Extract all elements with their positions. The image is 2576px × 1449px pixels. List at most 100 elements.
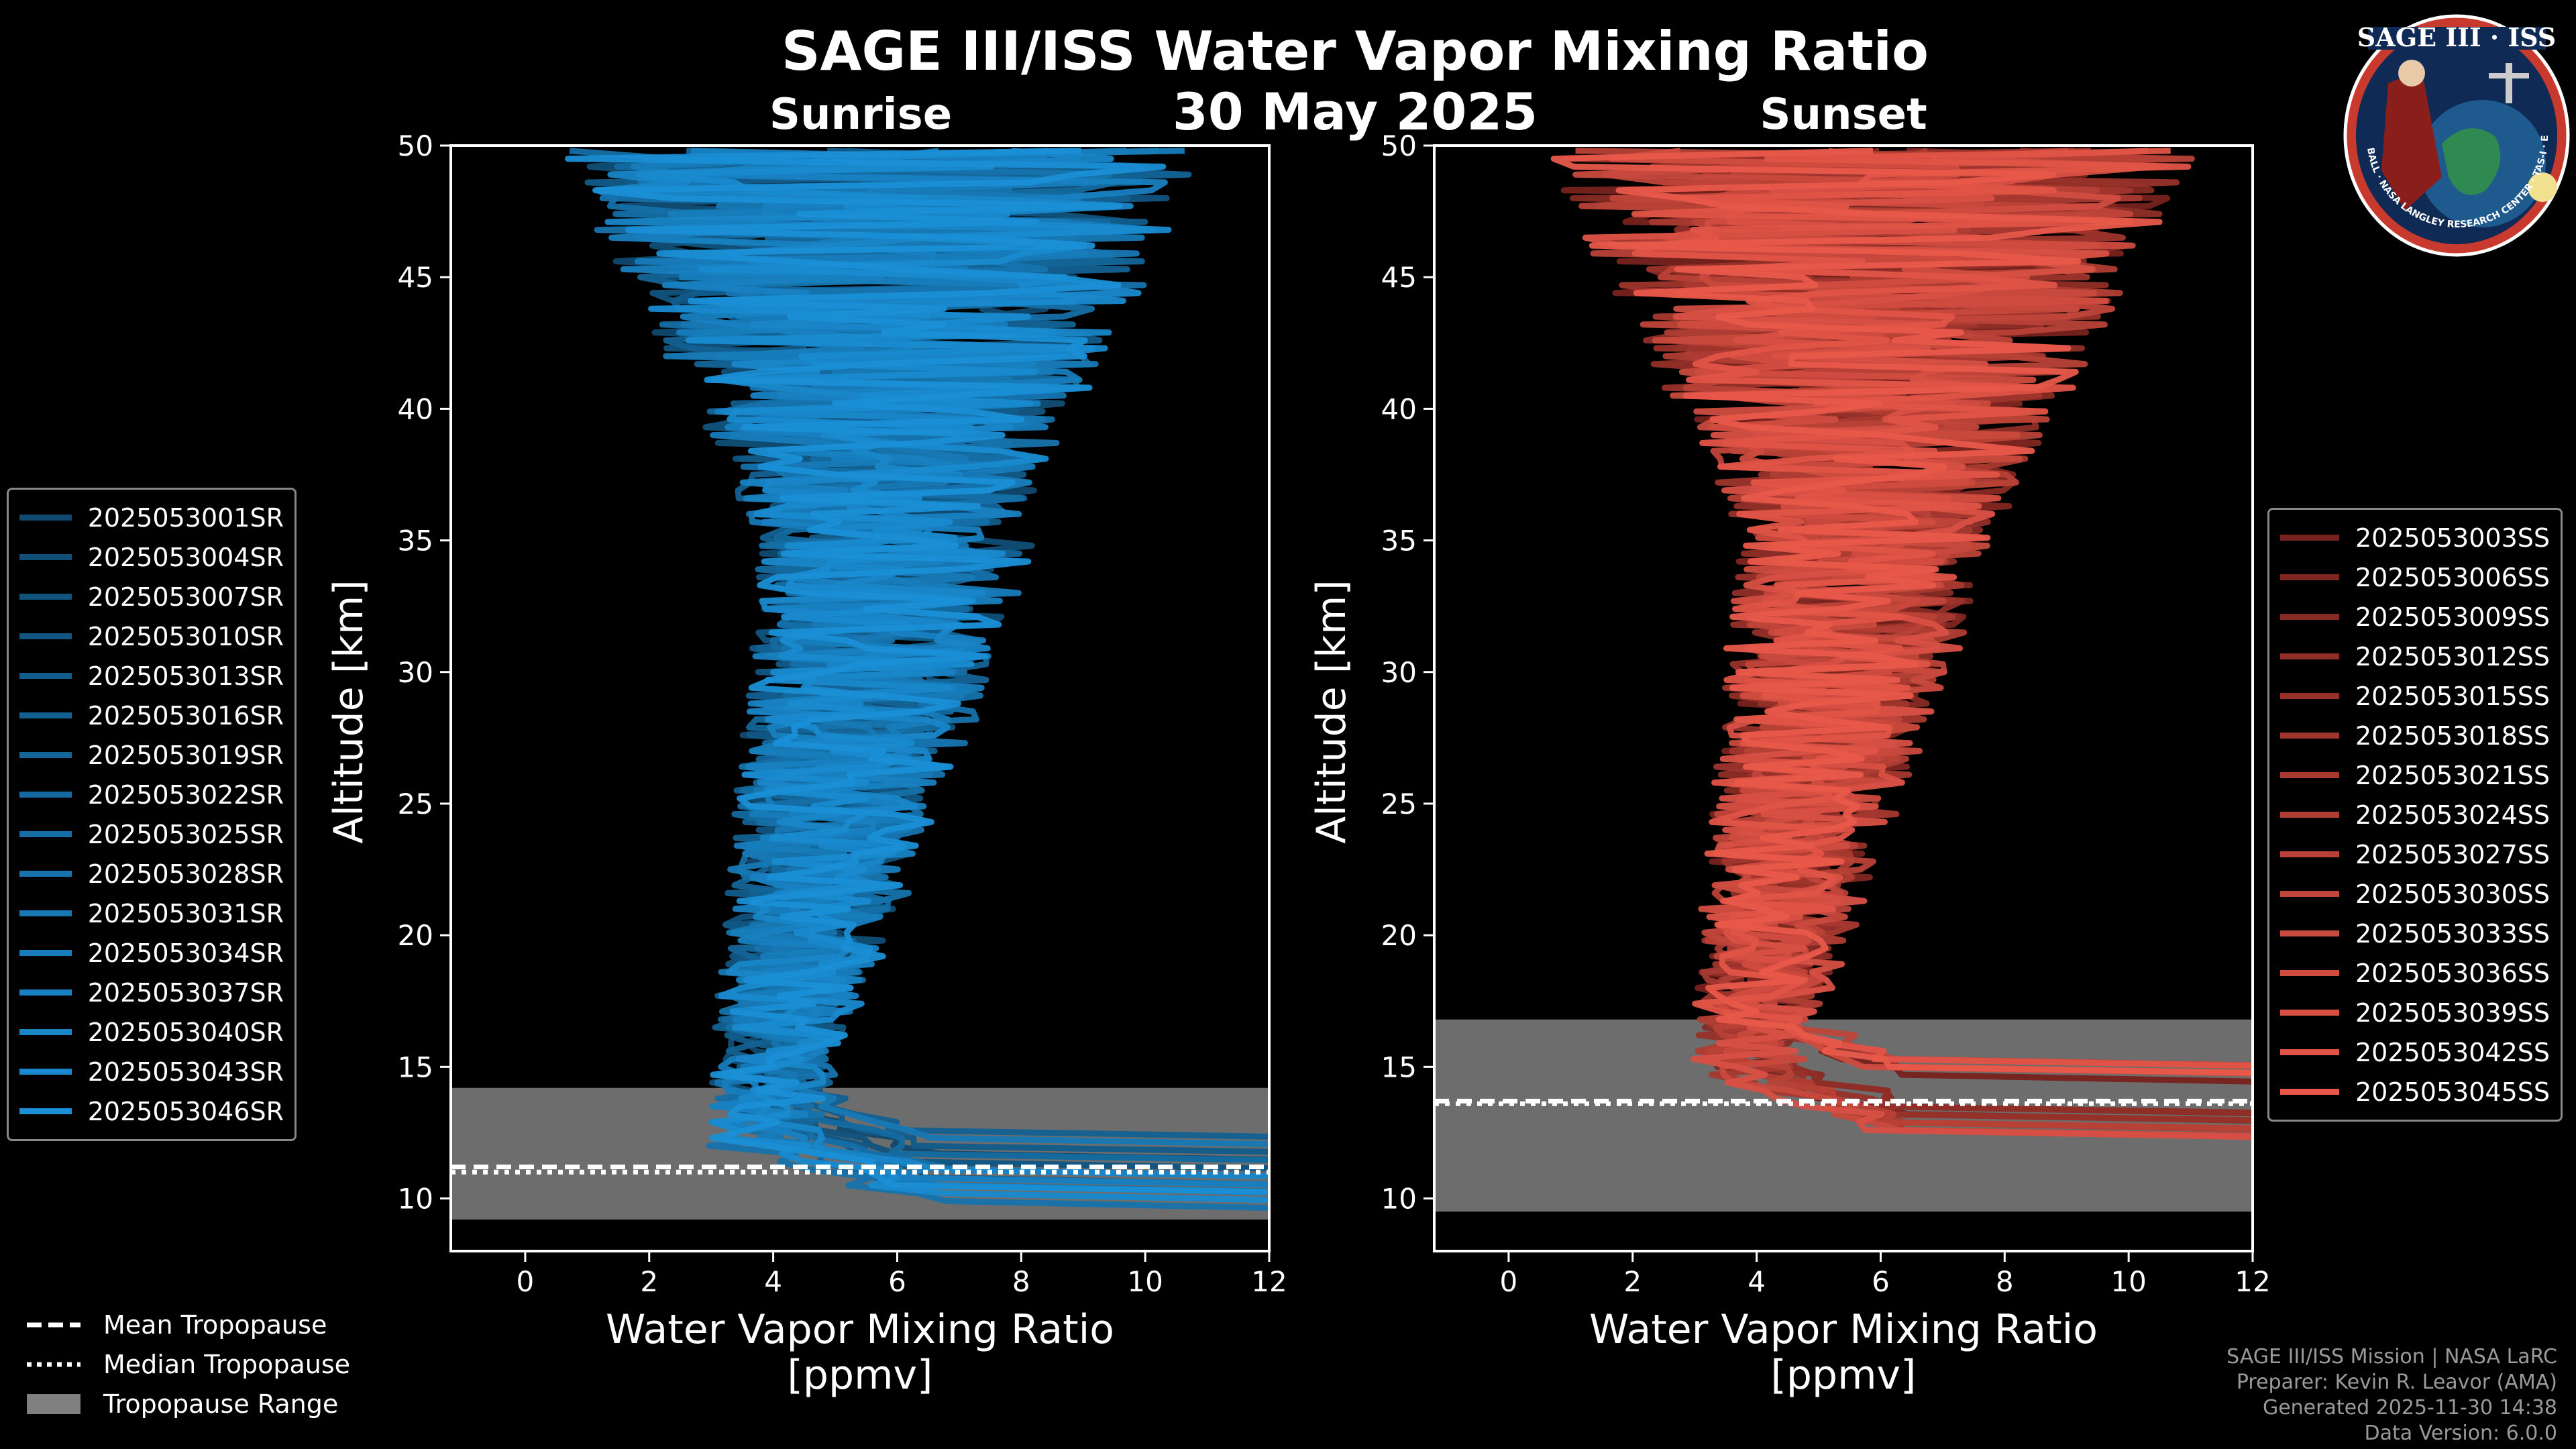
legend-swatch [19,673,72,679]
sunrise-xaxis-unit: [ppmv] [788,1352,933,1399]
legend-swatch [19,1108,72,1114]
legend-label: 2025053030SS [2355,879,2550,909]
sunset-xtick-label-10: 10 [2110,1265,2146,1298]
range-swatch [27,1393,80,1414]
sunset-xaxis-label: Water Vapor Mixing Ratio [1589,1306,2098,1353]
sunrise-ytick-label-40: 40 [398,392,433,425]
credits: SAGE III/ISS Mission | NASA LaRC Prepare… [2226,1344,2557,1446]
legend-swatch [19,792,72,798]
legend-swatch [19,515,72,521]
sunset-xtick-label-12: 12 [2235,1265,2270,1298]
legend-swatch [19,910,72,916]
legend-label: 2025053034SR [87,938,284,968]
date-title: 30 May 2025 [1172,82,1538,142]
sunrise-ytick-label-15: 15 [398,1051,433,1083]
legend-swatch [19,871,72,877]
sunset-plot: 0 2 4 6 8 10 12 10 15 20 25 30 35 40 45 50 Water Vapor M… [1308,129,2271,1399]
sunset-ytick-label-10: 10 [1381,1183,1417,1216]
legend-item-2025053039SS: 2025053039SS [2280,993,2550,1032]
median-tropopause-legend-item: Median Tropopause [27,1344,350,1384]
legend-swatch [19,594,72,600]
sunrise-ytick-label-30: 30 [398,656,433,689]
sunrise-panel-title: Sunrise [769,90,953,140]
legend-label: 2025053033SS [2355,918,2550,949]
legend-item-2025053006SS: 2025053006SS [2280,557,2550,597]
tropopause-range-legend-item: Tropopause Range [27,1384,350,1424]
sunrise-xtick-label-2: 2 [640,1265,658,1298]
legend-item-2025053016SR: 2025053016SR [19,696,284,735]
legend-label: 2025053019SR [87,740,284,770]
median-tropopause-label: Median Tropopause [103,1349,350,1379]
main-title: SAGE III/ISS Water Vapor Mixing Ratio [781,20,1929,83]
legend-swatch [2280,1089,2339,1095]
sunset-plot-frame [1433,144,2254,1252]
legend-label: 2025053007SR [87,582,284,612]
credit-version: Data Version: 6.0.0 [2364,1421,2557,1445]
legend-item-2025053007SR: 2025053007SR [19,577,284,616]
legend-swatch [2280,614,2339,620]
legend-label: 2025053027SS [2355,839,2550,869]
legend-swatch [2280,970,2339,976]
sunset-xtick-label-0: 0 [1500,1265,1518,1298]
legend-swatch [19,1029,72,1035]
legend-item-2025053018SS: 2025053018SS [2280,716,2550,755]
legend-swatch [2280,930,2339,936]
credit-generated: Generated 2025-11-30 14:38 [2262,1396,2557,1419]
legend-item-2025053012SS: 2025053012SS [2280,637,2550,676]
legend-item-2025053022SR: 2025053022SR [19,775,284,814]
legend-swatch [2280,1010,2339,1016]
legend-label: 2025053013SR [87,661,284,691]
sunset-xaxis-unit: [ppmv] [1771,1352,1917,1399]
legend-item-2025053024SS: 2025053024SS [2280,795,2550,835]
legend-swatch [2280,812,2339,818]
legend-swatch [19,752,72,758]
sunrise-profiles [565,148,1269,1212]
legend-label: 2025053036SS [2355,958,2550,988]
legend-label: 2025053010SR [87,621,284,651]
sunrise-xtick-label-12: 12 [1251,1265,1287,1298]
legend-label: 2025053042SS [2355,1037,2550,1067]
sunrise-yaxis-label: Altitude [km] [325,580,372,844]
legend-item-2025053033SS: 2025053033SS [2280,914,2550,953]
sunset-legend: 2025053003SS 2025053006SS 2025053009SS 2025… [2267,508,2563,1122]
legend-label: 2025053045SS [2355,1077,2550,1107]
legend-swatch [19,554,72,560]
legend-label: 2025053003SS [2355,523,2550,553]
sunrise-ytick-label-10: 10 [398,1183,433,1216]
dotted-line-swatch [27,1362,80,1366]
legend-swatch [2280,772,2339,778]
sunset-yaxis-label: Altitude [km] [1308,580,1355,844]
legend-item-2025053004SR: 2025053004SR [19,537,284,577]
legend-swatch [2280,891,2339,897]
sunrise-ytick-label-35: 35 [398,525,433,557]
sunset-ytick-label-15: 15 [1381,1051,1417,1083]
sunset-xtick-label-4: 4 [1748,1265,1766,1298]
sunset-profiles [1550,148,2253,1140]
legend-swatch [2280,851,2339,857]
legend-label: 2025053039SS [2355,998,2550,1028]
legend-swatch [19,712,72,718]
sunset-ytick-label-50: 50 [1381,129,1417,162]
legend-item-2025053025SR: 2025053025SR [19,814,284,854]
legend-label: 2025053015SS [2355,681,2550,711]
legend-item-2025053009SS: 2025053009SS [2280,597,2550,637]
sunrise-xtick-label-0: 0 [517,1265,535,1298]
legend-item-2025053042SS: 2025053042SS [2280,1032,2550,1072]
legend-swatch [19,1069,72,1075]
legend-swatch [19,989,72,996]
legend-item-2025053045SS: 2025053045SS [2280,1072,2550,1112]
legend-label: 2025053037SR [87,977,284,1008]
legend-item-2025053013SR: 2025053013SR [19,656,284,696]
legend-swatch [2280,574,2339,580]
sunset-ytick-label-30: 30 [1381,656,1417,689]
legend-label: 2025053022SR [87,780,284,810]
legend-item-2025053001SR: 2025053001SR [19,498,284,537]
legend-label: 2025053016SR [87,700,284,731]
legend-label: 2025053012SS [2355,641,2550,672]
legend-label: 2025053001SR [87,502,284,533]
sunset-ytick-label-25: 25 [1381,788,1417,820]
sunrise-ytick-label-25: 25 [398,788,433,820]
legend-item-2025053003SS: 2025053003SS [2280,518,2550,557]
profile-2025053046SR [565,148,1269,1195]
